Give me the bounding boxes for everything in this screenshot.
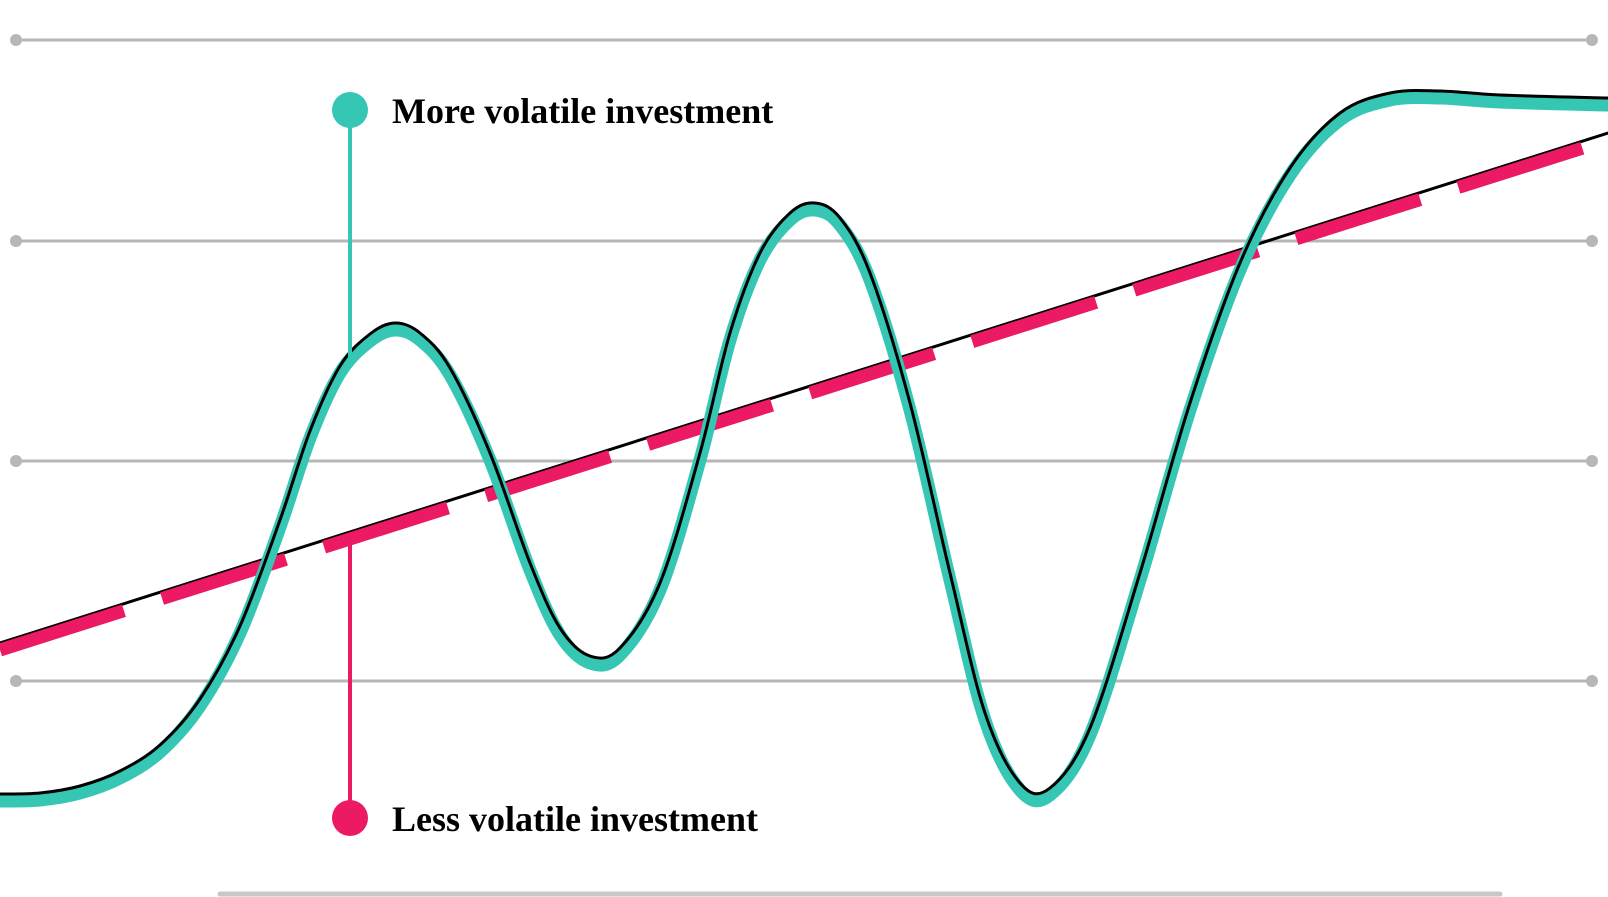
legend-less-volatile-label: Less volatile investment [392, 798, 758, 840]
legend-volatile-label: More volatile investment [392, 90, 773, 132]
volatility-chart: More volatile investment Less volatile i… [0, 0, 1608, 897]
chart-svg [0, 0, 1608, 897]
